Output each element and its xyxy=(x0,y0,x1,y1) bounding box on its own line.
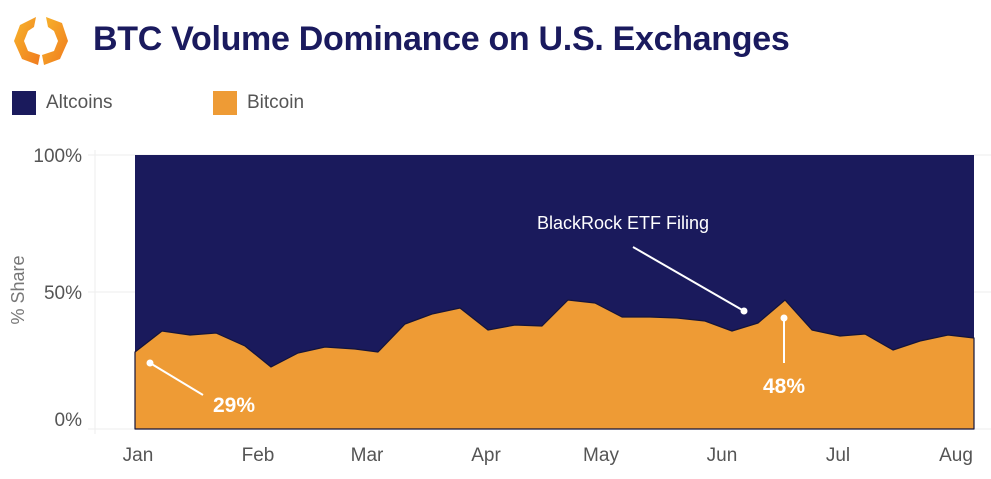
y-tick-50: 50% xyxy=(44,283,82,304)
x-tick-apr: Apr xyxy=(471,445,501,466)
annotation-blackrock-label: BlackRock ETF Filing xyxy=(537,213,709,233)
x-tick-feb: Feb xyxy=(242,445,275,466)
x-axis: Jan Feb Mar Apr May Jun Jul Aug xyxy=(123,445,973,466)
legend-item-altcoins[interactable]: Altcoins xyxy=(12,91,113,115)
x-tick-mar: Mar xyxy=(351,445,384,466)
bitcoin-area xyxy=(134,299,975,430)
legend-swatch-altcoins xyxy=(12,91,36,115)
legend-swatch-bitcoin xyxy=(213,91,237,115)
annotation-low: 29% xyxy=(146,359,255,417)
page-title: BTC Volume Dominance on U.S. Exchanges xyxy=(93,20,790,58)
x-tick-jan: Jan xyxy=(123,445,154,466)
x-tick-may: May xyxy=(583,445,619,466)
annotation-blackrock: BlackRock ETF Filing xyxy=(537,213,748,315)
legend-item-bitcoin[interactable]: Bitcoin xyxy=(213,91,304,115)
annotation-low-label: 29% xyxy=(213,394,255,417)
annotation-high: 48% xyxy=(763,314,805,398)
y-tick-0: 0% xyxy=(55,410,83,431)
x-tick-jun: Jun xyxy=(707,445,738,466)
legend-label: Bitcoin xyxy=(247,92,305,113)
legend-label: Altcoins xyxy=(46,92,113,113)
y-tick-100: 100% xyxy=(33,146,82,167)
x-tick-jul: Jul xyxy=(826,445,850,466)
hexagon-chevrons-logo-icon xyxy=(14,17,68,65)
x-tick-aug: Aug xyxy=(939,445,973,466)
y-axis-label: % Share xyxy=(8,255,28,324)
annotation-high-label: 48% xyxy=(763,375,805,398)
